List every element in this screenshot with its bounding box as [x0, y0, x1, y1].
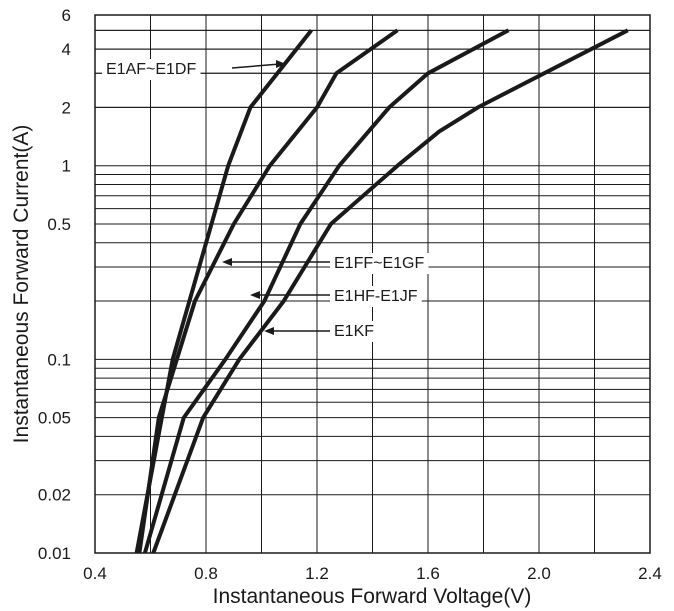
y-tick-label: 0.5 [47, 215, 71, 234]
annotation-arrowhead [222, 258, 232, 266]
series-line-3 [142, 28, 510, 554]
annotation-label: E1HF-E1JF [334, 288, 418, 305]
annotation-background [330, 253, 429, 274]
x-tick-label: 2.0 [527, 564, 551, 583]
annotation-background [330, 321, 379, 342]
x-tick-label: 0.8 [194, 564, 218, 583]
series-line-4 [151, 28, 629, 554]
annotation-background [102, 59, 201, 80]
series-line-1 [134, 29, 313, 554]
annotation-arrowhead [250, 291, 260, 299]
annotations: E1AF~E1DF E1FF~E1GF E1HF-E1JF E1KF [102, 59, 429, 342]
annotation-arrowhead [276, 60, 286, 68]
x-axis-label: Instantaneous Forward Voltage(V) [213, 585, 532, 608]
y-tick-label: 1 [62, 157, 71, 176]
x-tick-label: 1.2 [305, 564, 329, 583]
tick-labels: 0.4 0.8 1.2 1.6 2.0 2.4 6 4 2 1 0.5 0.1 0.05 0.02 0.01 [38, 6, 662, 583]
y-tick-label: 0.05 [38, 409, 71, 428]
y-axis-label: Instantaneous Forward Current(A) [10, 125, 33, 444]
x-tick-label: 1.6 [416, 564, 440, 583]
y-tick-label: 0.02 [38, 486, 71, 505]
annotation-label: E1AF~E1DF [106, 61, 196, 78]
y-tick-label: 0.01 [38, 544, 71, 563]
y-tick-label: 4 [62, 40, 71, 59]
annotation-leader [231, 63, 281, 69]
annotation-label: E1FF~E1GF [334, 255, 424, 272]
y-tick-label: 2 [62, 98, 71, 117]
x-tick-label: 0.4 [83, 564, 107, 583]
y-tick-label: 0.1 [47, 350, 71, 369]
annotation-background [330, 286, 422, 307]
series-line-2 [137, 28, 399, 554]
y-tick-label: 6 [62, 6, 71, 25]
series-lines [134, 28, 629, 554]
annotation-arrowhead [264, 327, 274, 335]
plot-frame [94, 14, 651, 554]
annotation-label: E1KF [334, 323, 374, 340]
x-tick-label: 2.4 [638, 564, 662, 583]
grid [95, 15, 650, 553]
